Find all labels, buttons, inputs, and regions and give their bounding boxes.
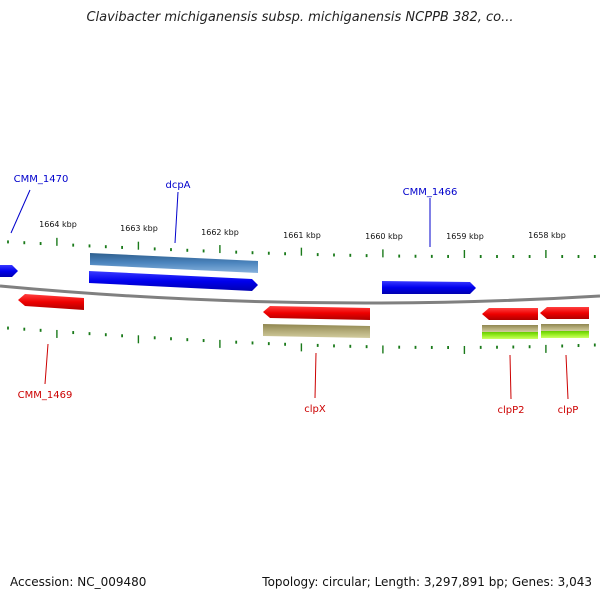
gene-clpP2-lime[interactable]: [482, 332, 538, 339]
leader-clpP2: [509, 354, 512, 400]
gene-dcpA[interactable]: [89, 271, 258, 291]
leader-dcpA: [174, 191, 179, 244]
leader-clpX: [314, 352, 317, 399]
map-title: Clavibacter michiganensis subsp. michiga…: [86, 10, 514, 25]
gene-clpP2-olive[interactable]: [482, 325, 538, 332]
scale-ticks-top: [7, 237, 596, 258]
accession-value: NC_009480: [77, 575, 147, 589]
reverse-genes: [18, 294, 589, 339]
tick-label-1659: 1659 kbp: [446, 232, 484, 241]
leader-lines: [10, 189, 569, 400]
gene-clpX-lower[interactable]: [263, 324, 370, 338]
gene-labels: CMM_1470 dcpA CMM_1466 CMM_1469 clpX clp…: [14, 174, 579, 416]
gene-CMM_1470[interactable]: [0, 265, 18, 277]
gene-clpP2[interactable]: [482, 308, 538, 320]
length-label: Length:: [374, 575, 421, 589]
scale-labels: 1664 kbp 1663 kbp 1662 kbp 1661 kbp 1660…: [39, 220, 566, 241]
length-value: 3,297,891 bp: [423, 575, 504, 589]
accession-info: Accession: NC_009480: [10, 575, 146, 589]
tick-label-1664: 1664 kbp: [39, 220, 77, 229]
tick-label-1663: 1663 kbp: [120, 224, 158, 233]
tick-label-1658: 1658 kbp: [528, 231, 566, 240]
label-CMM_1470[interactable]: CMM_1470: [14, 174, 69, 185]
genes-label: Genes:: [511, 575, 554, 589]
genome-summary: Topology: circular; Length: 3,297,891 bp…: [262, 575, 592, 589]
tick-label-1661: 1661 kbp: [283, 231, 321, 240]
label-clpP2[interactable]: clpP2: [497, 405, 524, 416]
label-CMM_1466[interactable]: CMM_1466: [403, 187, 458, 198]
gene-CMM_1466[interactable]: [382, 281, 476, 294]
gene-clpP[interactable]: [540, 307, 589, 319]
gene-clpP-olive[interactable]: [541, 324, 589, 331]
label-clpX[interactable]: clpX: [304, 404, 326, 415]
gene-dcpA-upper[interactable]: [90, 253, 258, 273]
label-CMM_1469[interactable]: CMM_1469: [18, 390, 73, 401]
tick-label-1660: 1660 kbp: [365, 232, 403, 241]
leader-CMM_1469: [44, 343, 49, 385]
tick-label-1662: 1662 kbp: [201, 228, 239, 237]
topology-value: circular: [322, 575, 367, 589]
gene-clpX[interactable]: [263, 306, 370, 320]
accession-label: Accession:: [10, 575, 74, 589]
leader-CMM_1470: [10, 189, 31, 234]
gene-CMM_1469[interactable]: [18, 294, 84, 310]
topology-label: Topology:: [262, 575, 319, 589]
genome-backbone: [0, 284, 600, 305]
label-dcpA[interactable]: dcpA: [165, 180, 190, 191]
scale-ticks-bottom: [7, 326, 596, 354]
leader-clpP: [565, 354, 569, 400]
genes-value: 3,043: [557, 575, 592, 589]
label-clpP[interactable]: clpP: [558, 405, 579, 416]
forward-genes: [0, 253, 476, 294]
gene-clpP-lime[interactable]: [541, 331, 589, 338]
